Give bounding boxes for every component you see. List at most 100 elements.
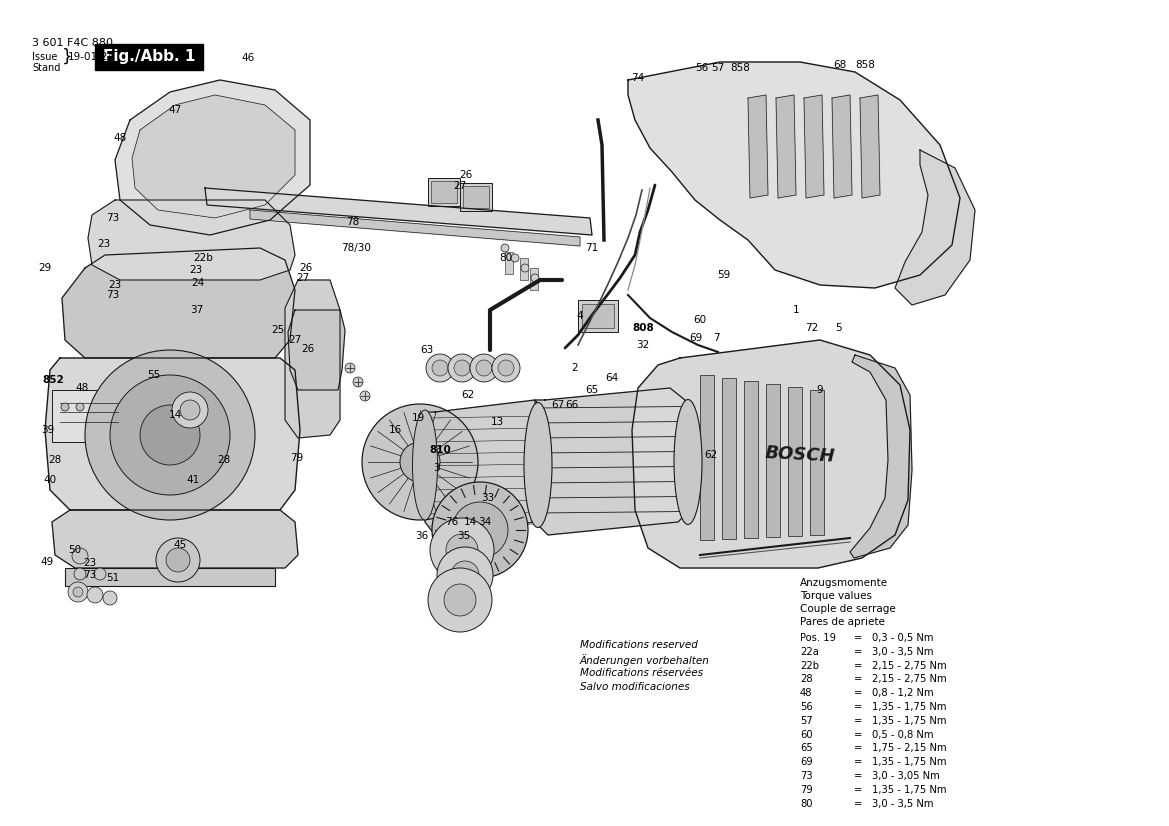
Bar bbox=[722, 378, 736, 539]
Polygon shape bbox=[895, 150, 975, 305]
Bar bbox=[520, 258, 528, 280]
Circle shape bbox=[85, 350, 255, 520]
Text: Couple de serrage: Couple de serrage bbox=[800, 604, 895, 614]
Text: 41: 41 bbox=[186, 475, 200, 485]
Bar bbox=[577, 300, 618, 332]
Text: Modifications reserved: Modifications reserved bbox=[580, 640, 698, 650]
Text: 13: 13 bbox=[490, 417, 504, 427]
Text: 24: 24 bbox=[192, 278, 205, 288]
Text: 0,5 - 0,8 Nm: 0,5 - 0,8 Nm bbox=[872, 729, 934, 739]
Text: 2,15 - 2,75 Nm: 2,15 - 2,75 Nm bbox=[872, 674, 947, 685]
Text: 23: 23 bbox=[83, 558, 97, 568]
Text: =: = bbox=[853, 674, 863, 685]
Circle shape bbox=[172, 392, 208, 428]
Polygon shape bbox=[62, 248, 295, 358]
Polygon shape bbox=[535, 388, 690, 535]
Circle shape bbox=[492, 354, 520, 382]
Text: 50: 50 bbox=[69, 545, 82, 555]
Circle shape bbox=[110, 375, 230, 495]
Text: 69: 69 bbox=[800, 757, 812, 767]
Text: 22b: 22b bbox=[800, 661, 819, 671]
Circle shape bbox=[74, 568, 87, 580]
Text: 9: 9 bbox=[817, 385, 823, 395]
Text: 60: 60 bbox=[693, 315, 706, 325]
Text: 3,0 - 3,5 Nm: 3,0 - 3,5 Nm bbox=[872, 799, 934, 809]
Text: 36: 36 bbox=[415, 531, 429, 541]
Text: 28: 28 bbox=[800, 674, 812, 685]
Circle shape bbox=[451, 561, 479, 589]
Text: 1,35 - 1,75 Nm: 1,35 - 1,75 Nm bbox=[872, 716, 947, 726]
Text: 14: 14 bbox=[463, 517, 477, 527]
Text: 27: 27 bbox=[289, 335, 302, 345]
Text: 1,35 - 1,75 Nm: 1,35 - 1,75 Nm bbox=[872, 785, 947, 795]
Polygon shape bbox=[88, 200, 295, 280]
Circle shape bbox=[155, 538, 200, 582]
Text: 2,15 - 2,75 Nm: 2,15 - 2,75 Nm bbox=[872, 661, 947, 671]
Ellipse shape bbox=[524, 402, 552, 528]
Circle shape bbox=[360, 391, 371, 401]
Text: =: = bbox=[853, 785, 863, 795]
Circle shape bbox=[345, 363, 355, 373]
Text: 73: 73 bbox=[83, 570, 97, 580]
Text: 3 601 F4C 880: 3 601 F4C 880 bbox=[32, 38, 113, 48]
Text: 57: 57 bbox=[712, 63, 725, 73]
Text: 55: 55 bbox=[147, 370, 160, 380]
Text: =: = bbox=[853, 661, 863, 671]
Polygon shape bbox=[288, 310, 345, 390]
Text: 60: 60 bbox=[800, 729, 812, 739]
Circle shape bbox=[180, 400, 200, 420]
Text: =: = bbox=[853, 716, 863, 726]
Text: 5: 5 bbox=[835, 323, 842, 333]
Text: 73: 73 bbox=[106, 213, 119, 223]
Text: 1,75 - 2,15 Nm: 1,75 - 2,15 Nm bbox=[872, 743, 947, 753]
Circle shape bbox=[61, 403, 69, 411]
Polygon shape bbox=[250, 210, 580, 246]
Bar bbox=[582, 304, 614, 328]
Polygon shape bbox=[776, 95, 796, 198]
Text: 7: 7 bbox=[713, 333, 719, 343]
Text: 51: 51 bbox=[106, 573, 119, 583]
Text: 2: 2 bbox=[572, 363, 579, 373]
Text: 39: 39 bbox=[41, 425, 55, 435]
Circle shape bbox=[72, 587, 83, 597]
Text: 23: 23 bbox=[97, 239, 111, 249]
Text: 74: 74 bbox=[631, 73, 644, 83]
Text: 32: 32 bbox=[636, 340, 650, 350]
Text: Pos. 19: Pos. 19 bbox=[800, 633, 836, 643]
Text: Anzugsmomente: Anzugsmomente bbox=[800, 578, 888, 588]
Text: =: = bbox=[853, 771, 863, 781]
Text: 3: 3 bbox=[433, 463, 440, 473]
Polygon shape bbox=[115, 80, 310, 235]
Text: 78: 78 bbox=[346, 217, 360, 227]
Text: 28: 28 bbox=[217, 455, 230, 465]
Text: 14: 14 bbox=[168, 410, 181, 420]
Text: 28: 28 bbox=[48, 455, 62, 465]
Circle shape bbox=[87, 587, 103, 603]
Polygon shape bbox=[632, 340, 909, 568]
Circle shape bbox=[447, 534, 478, 566]
Text: 69: 69 bbox=[690, 333, 703, 343]
Text: 65: 65 bbox=[800, 743, 812, 753]
Bar bbox=[459, 183, 492, 211]
Text: 4: 4 bbox=[576, 311, 583, 321]
Text: 0,3 - 0,5 Nm: 0,3 - 0,5 Nm bbox=[872, 633, 934, 643]
Text: 59: 59 bbox=[718, 270, 731, 280]
Text: 45: 45 bbox=[173, 540, 187, 550]
Polygon shape bbox=[132, 95, 295, 218]
Polygon shape bbox=[860, 95, 880, 198]
Text: 26: 26 bbox=[459, 170, 472, 180]
Text: BOSCH: BOSCH bbox=[765, 444, 836, 466]
Text: 63: 63 bbox=[421, 345, 434, 355]
Bar bbox=[530, 268, 538, 290]
Text: Issue: Issue bbox=[32, 52, 57, 62]
Text: 62: 62 bbox=[705, 450, 718, 460]
Bar bbox=[766, 384, 780, 537]
Text: =: = bbox=[853, 702, 863, 712]
Ellipse shape bbox=[675, 400, 703, 525]
Text: =: = bbox=[853, 633, 863, 643]
Circle shape bbox=[454, 360, 470, 376]
Text: Torque values: Torque values bbox=[800, 591, 872, 601]
Bar bbox=[788, 387, 802, 536]
Text: 65: 65 bbox=[586, 385, 599, 395]
Text: 35: 35 bbox=[457, 531, 471, 541]
